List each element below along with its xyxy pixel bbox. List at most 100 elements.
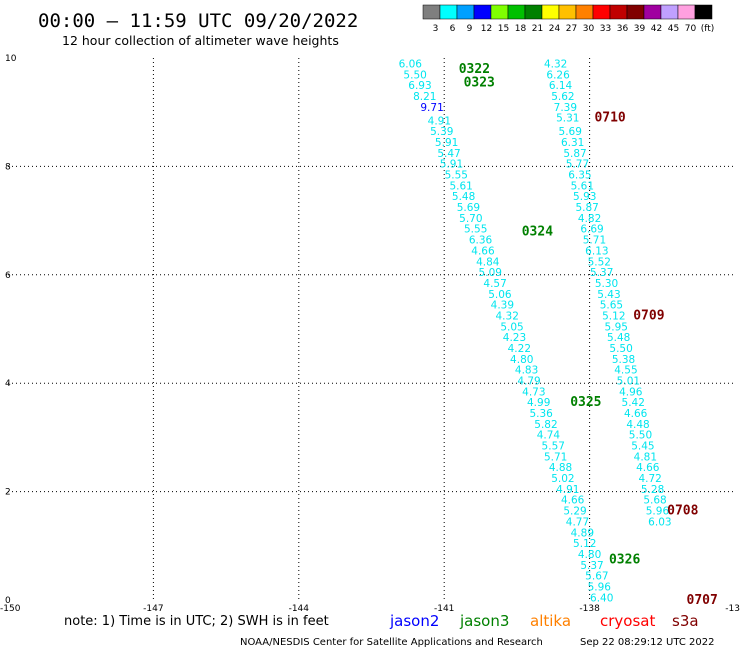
- data-point-label: 6.06: [399, 58, 423, 70]
- colorbar-label: 3: [433, 24, 439, 34]
- data-point-label: 4.22: [508, 343, 531, 355]
- satellite-legend-entry: altika: [530, 612, 571, 630]
- data-point-label: 5.50: [609, 343, 632, 355]
- colorbar-label: 30: [583, 24, 595, 34]
- data-point-label: 5.69: [457, 202, 480, 214]
- data-point-label: 5.05: [500, 321, 523, 333]
- data-point-label: 5.91: [435, 137, 458, 149]
- colorbar-swatch: [490, 4, 509, 20]
- colorbar-swatch: [626, 4, 645, 20]
- axis-ticks: -150 -147 -144 -141 -138 -13 0 2 4 6 8 10: [0, 54, 740, 614]
- data-point-label: 4.73: [522, 386, 545, 398]
- data-point-label: 5.67: [585, 571, 608, 583]
- satellite-legend-entry: s3a: [672, 612, 699, 630]
- colorbar-swatch: [558, 4, 577, 20]
- data-point-label: 4.77: [566, 516, 589, 528]
- data-point-label: 5.50: [403, 69, 426, 81]
- data-point-label: 4.48: [626, 419, 649, 431]
- chart-subtitle: 12 hour collection of altimeter wave hei…: [62, 33, 339, 48]
- data-point-label: 5.38: [612, 354, 635, 366]
- data-point-label: 5.43: [597, 289, 620, 301]
- colorbar-swatch: [541, 4, 560, 20]
- data-point-label: 5.71: [583, 235, 606, 247]
- footer-timestamp: Sep 22 08:29:12 UTC 2022: [580, 637, 714, 648]
- satellite-legend: jason2 jason3 altika cryosat s3a: [389, 612, 699, 630]
- colorbar-swatch: [507, 4, 526, 20]
- pass-label: 0326: [609, 552, 640, 567]
- y-tick-label: 10: [5, 54, 17, 64]
- data-point-label: 6.93: [408, 80, 431, 92]
- data-point-label: 9.71: [420, 102, 443, 114]
- pass-label: 0710: [594, 111, 625, 126]
- data-point-label: 5.12: [573, 538, 596, 550]
- data-point-label: 4.80: [578, 549, 601, 561]
- data-point-label: 5.37: [580, 560, 603, 572]
- data-point-label: 6.26: [546, 69, 570, 81]
- data-point-label: 5.61: [571, 180, 594, 192]
- colorbar-label: 70: [685, 24, 697, 34]
- pass-label: 0324: [522, 224, 553, 239]
- data-point-label: 5.12: [602, 310, 625, 322]
- data-point-label: 4.81: [634, 451, 657, 463]
- data-point-label: 5.37: [590, 267, 613, 279]
- colorbar-label: 15: [498, 24, 509, 34]
- data-point-label: 5.87: [563, 148, 586, 160]
- data-point-label: 4.39: [491, 300, 514, 312]
- data-point-label: 6.35: [568, 170, 591, 182]
- data-point-label: 5.70: [459, 213, 482, 225]
- colorbar-swatch: [439, 4, 458, 20]
- data-point-label: 5.55: [445, 170, 468, 182]
- data-point-label: 4.66: [561, 495, 585, 507]
- data-point-label: 4.88: [549, 462, 572, 474]
- data-point-label: 4.57: [483, 278, 506, 290]
- satellite-legend-entry: jason3: [459, 612, 509, 630]
- x-tick-label: -147: [143, 604, 163, 614]
- data-point-label: 5.06: [488, 289, 512, 301]
- data-point-label: 4.55: [614, 365, 637, 377]
- satellite-legend-entry: cryosat: [600, 612, 655, 630]
- y-tick-label: 6: [5, 271, 11, 281]
- data-point-label: 5.36: [529, 408, 553, 420]
- y-tick-label: 8: [5, 162, 11, 172]
- data-point-label: 5.69: [559, 126, 582, 138]
- colorbar-swatch: [694, 4, 713, 20]
- colorbar-swatch: [677, 4, 696, 20]
- data-point-label: 4.32: [544, 58, 567, 70]
- data-point-label: 5.09: [479, 267, 502, 279]
- colorbar-legend: 3 6 9 12 15 18 21 24 27 30 33 36 39 42 45 70 (ft): [422, 4, 714, 34]
- x-tick-label: -144: [289, 604, 310, 614]
- data-point-label: 4.80: [510, 354, 533, 366]
- data-point-label: 5.48: [452, 191, 475, 203]
- data-points: 6.065.506.938.219.714.915.395.915.475.91…: [399, 58, 672, 604]
- data-point-label: 5.39: [430, 126, 453, 138]
- data-point-label: 5.93: [573, 191, 596, 203]
- data-point-label: 5.47: [437, 148, 460, 160]
- data-point-label: 5.50: [629, 430, 652, 442]
- data-point-label: 4.84: [476, 256, 500, 268]
- y-tick-label: 0: [5, 596, 11, 606]
- y-tick-label: 4: [5, 379, 11, 389]
- data-point-label: 5.87: [575, 202, 598, 214]
- data-point-label: 6.13: [585, 245, 608, 257]
- pass-label: 0322: [459, 62, 490, 77]
- data-point-label: 6.36: [469, 235, 493, 247]
- data-point-label: 5.61: [449, 180, 472, 192]
- colorbar-label: 18: [515, 24, 527, 34]
- data-point-label: 5.02: [551, 473, 574, 485]
- satellite-legend-entry: jason2: [389, 612, 439, 630]
- data-point-label: 5.30: [595, 278, 618, 290]
- colorbar-swatch: [660, 4, 679, 20]
- data-point-label: 5.71: [544, 451, 567, 463]
- colorbar-label: 42: [651, 24, 662, 34]
- data-point-label: 4.82: [578, 213, 601, 225]
- data-point-label: 6.31: [561, 137, 584, 149]
- pass-label: 0325: [570, 395, 601, 410]
- data-point-label: 5.42: [622, 397, 645, 409]
- colorbar-label: 6: [450, 24, 456, 34]
- data-point-label: 5.29: [563, 506, 586, 518]
- data-point-label: 8.21: [413, 91, 436, 103]
- data-point-label: 4.79: [517, 375, 540, 387]
- colorbar-label: 12: [481, 24, 492, 34]
